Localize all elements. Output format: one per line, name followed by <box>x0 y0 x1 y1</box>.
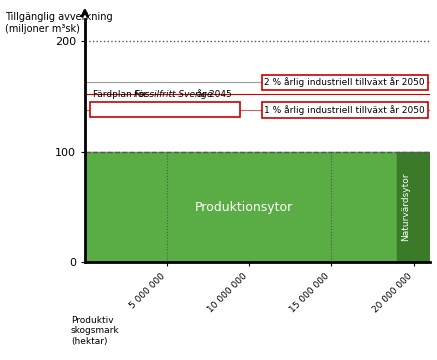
Text: Produktiv
skogsmark
(hektar): Produktiv skogsmark (hektar) <box>71 316 120 346</box>
Bar <box>85 152 397 262</box>
Text: Produktionsytor: Produktionsytor <box>194 201 293 213</box>
Bar <box>397 152 430 262</box>
Text: Fossilfritt Sverige: Fossilfritt Sverige <box>134 90 213 99</box>
Text: 1 % årlig industriell tillväxt år 2050: 1 % årlig industriell tillväxt år 2050 <box>264 105 425 115</box>
FancyBboxPatch shape <box>90 102 240 117</box>
Text: Tillgänglig avverkning
(miljoner m³sk): Tillgänglig avverkning (miljoner m³sk) <box>5 12 113 33</box>
Text: 2 % årlig industriell tillväxt år 2050: 2 % årlig industriell tillväxt år 2050 <box>264 77 425 87</box>
Text: Färdplan för: Färdplan för <box>94 90 150 99</box>
Text: Naturvärdsytor: Naturvärdsytor <box>401 173 410 241</box>
Text: år 2045: år 2045 <box>194 90 231 99</box>
